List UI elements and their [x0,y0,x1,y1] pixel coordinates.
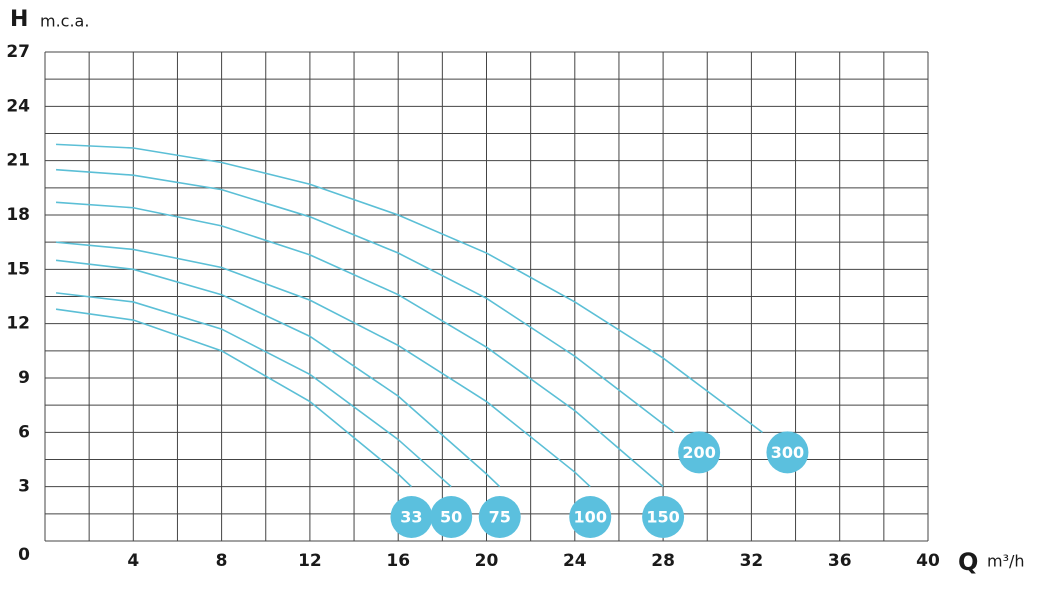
pump-curve [55,241,591,488]
x-tick-label: 8 [216,551,228,571]
x-tick-label: 40 [916,551,940,571]
y-tick-label: 6 [18,422,30,442]
curve-badge [430,496,473,538]
pump-curve [55,259,501,488]
legend-label: 200 [682,443,715,462]
y-tick-label: 12 [6,314,30,334]
x-tick-label: 4 [127,551,139,571]
curve-badge [569,496,612,538]
curve-badge [678,431,721,474]
pump-curve [55,292,452,488]
x-tick-label: 36 [828,551,852,571]
pump-curve [55,201,664,488]
legend-label: 300 [771,443,804,462]
x-tick-label: 16 [386,551,410,571]
y-tick-label: 18 [6,205,30,225]
legend-label: 150 [646,508,679,527]
pump-curve [55,168,675,433]
pump-curve [56,143,763,433]
x-tick-label: 12 [298,551,322,571]
pump-curve [55,308,412,488]
legend-label: 50 [440,508,462,527]
y-tick-label: 24 [6,96,30,116]
legend-label: 33 [400,508,422,527]
curve-badge [766,431,809,474]
legend-label: 100 [574,508,607,527]
x-tick-label: 20 [475,551,499,571]
x-tick-label: 24 [563,551,587,571]
y-axis-unit: m.c.a. [40,12,89,31]
y-tick-label: 3 [18,477,30,497]
y-tick-label: 27 [6,42,30,62]
y-axis-label: H [10,7,28,32]
legend-label: 75 [489,508,511,527]
x-axis-label: Q [958,548,978,576]
x-axis-unit: m³/h [987,552,1025,571]
y-tick-label: 0 [18,545,30,565]
y-tick-label: 9 [18,368,30,388]
x-tick-label: 28 [651,551,675,571]
curve-badge [478,496,521,538]
x-tick-label: 32 [740,551,764,571]
y-tick-label: 21 [6,151,30,171]
curve-badge [642,496,685,538]
curve-badge [390,496,433,538]
y-tick-label: 15 [6,259,30,279]
